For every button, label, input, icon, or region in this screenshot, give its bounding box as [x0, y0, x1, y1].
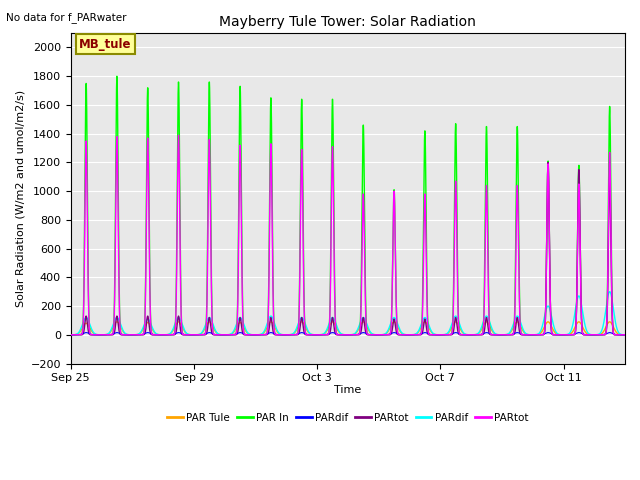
Text: MB_tule: MB_tule: [79, 38, 132, 51]
Y-axis label: Solar Radiation (W/m2 and umol/m2/s): Solar Radiation (W/m2 and umol/m2/s): [15, 90, 25, 307]
Text: No data for f_PARwater: No data for f_PARwater: [6, 12, 127, 23]
Title: Mayberry Tule Tower: Solar Radiation: Mayberry Tule Tower: Solar Radiation: [220, 15, 476, 29]
X-axis label: Time: Time: [334, 384, 362, 395]
Legend: PAR Tule, PAR In, PARdif, PARtot, PARdif, PARtot: PAR Tule, PAR In, PARdif, PARtot, PARdif…: [163, 408, 532, 427]
